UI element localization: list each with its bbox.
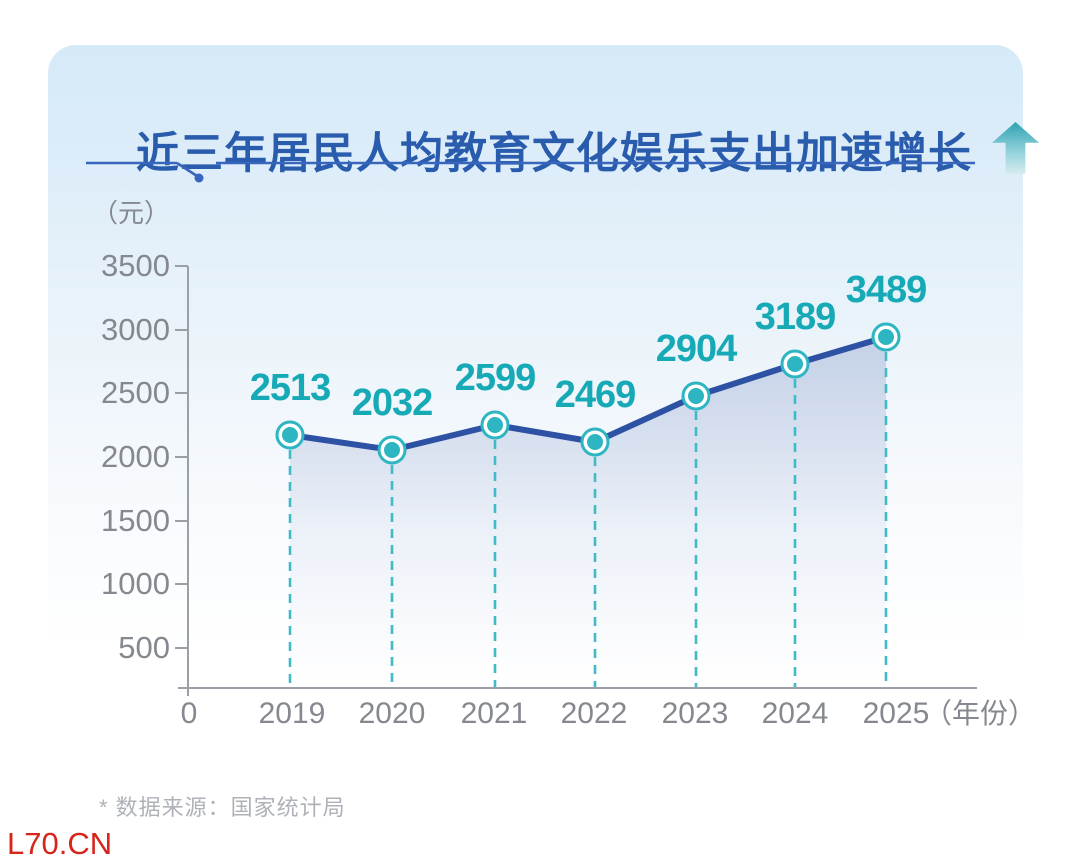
value-label: 2599 [455, 357, 536, 399]
value-label: 2904 [656, 328, 737, 370]
marker-dot [487, 417, 503, 433]
value-label: 2513 [250, 367, 331, 409]
y-axis-unit-label: （元） [92, 198, 170, 228]
x-tick-label: 2025 [863, 697, 930, 730]
y-tick-label: 2500 [101, 375, 170, 410]
area-fill [290, 337, 886, 688]
marker-dot [688, 388, 704, 404]
value-label: 3189 [755, 296, 836, 338]
marker-dot [282, 427, 298, 443]
site-watermark: L70.CN [7, 826, 113, 861]
value-label: 2032 [352, 382, 433, 424]
x-axis-unit-label: （年份） [924, 698, 1036, 729]
x-tick-label: 2020 [359, 697, 426, 730]
y-tick-label: 3000 [101, 312, 170, 347]
x-axis: 0 2019 2020 2021 2022 2023 2024 2025（年份） [181, 697, 1036, 730]
marker-dot [787, 356, 803, 372]
y-tick-label: 2000 [101, 439, 170, 474]
y-axis: 3500 3000 2500 2000 1500 1000 500 [101, 248, 977, 696]
x-tick-label: 2024 [762, 697, 829, 730]
title-divider [86, 161, 975, 183]
y-tick-label: 3500 [101, 248, 170, 283]
marker-dot [384, 442, 400, 458]
droplines [288, 352, 888, 687]
data-source-note: * 数据来源：国家统计局 [99, 795, 346, 820]
y-tick-label: 1500 [101, 503, 170, 538]
x-origin-label: 0 [181, 697, 198, 730]
divider-dot [194, 173, 204, 183]
marker-dot [878, 329, 894, 345]
x-tick-label: 2022 [561, 697, 628, 730]
y-tick-label: 1000 [101, 566, 170, 601]
value-label: 2469 [555, 374, 636, 416]
x-tick-label: 2023 [662, 697, 729, 730]
x-tick-label: 2021 [461, 697, 528, 730]
value-label: 3489 [846, 269, 927, 311]
y-tick-label: 500 [118, 630, 170, 665]
x-tick-label: 2019 [259, 697, 326, 730]
page-title: 近三年居民人均教育文化娱乐支出加速增长 [136, 130, 972, 178]
marker-dot [587, 434, 603, 450]
